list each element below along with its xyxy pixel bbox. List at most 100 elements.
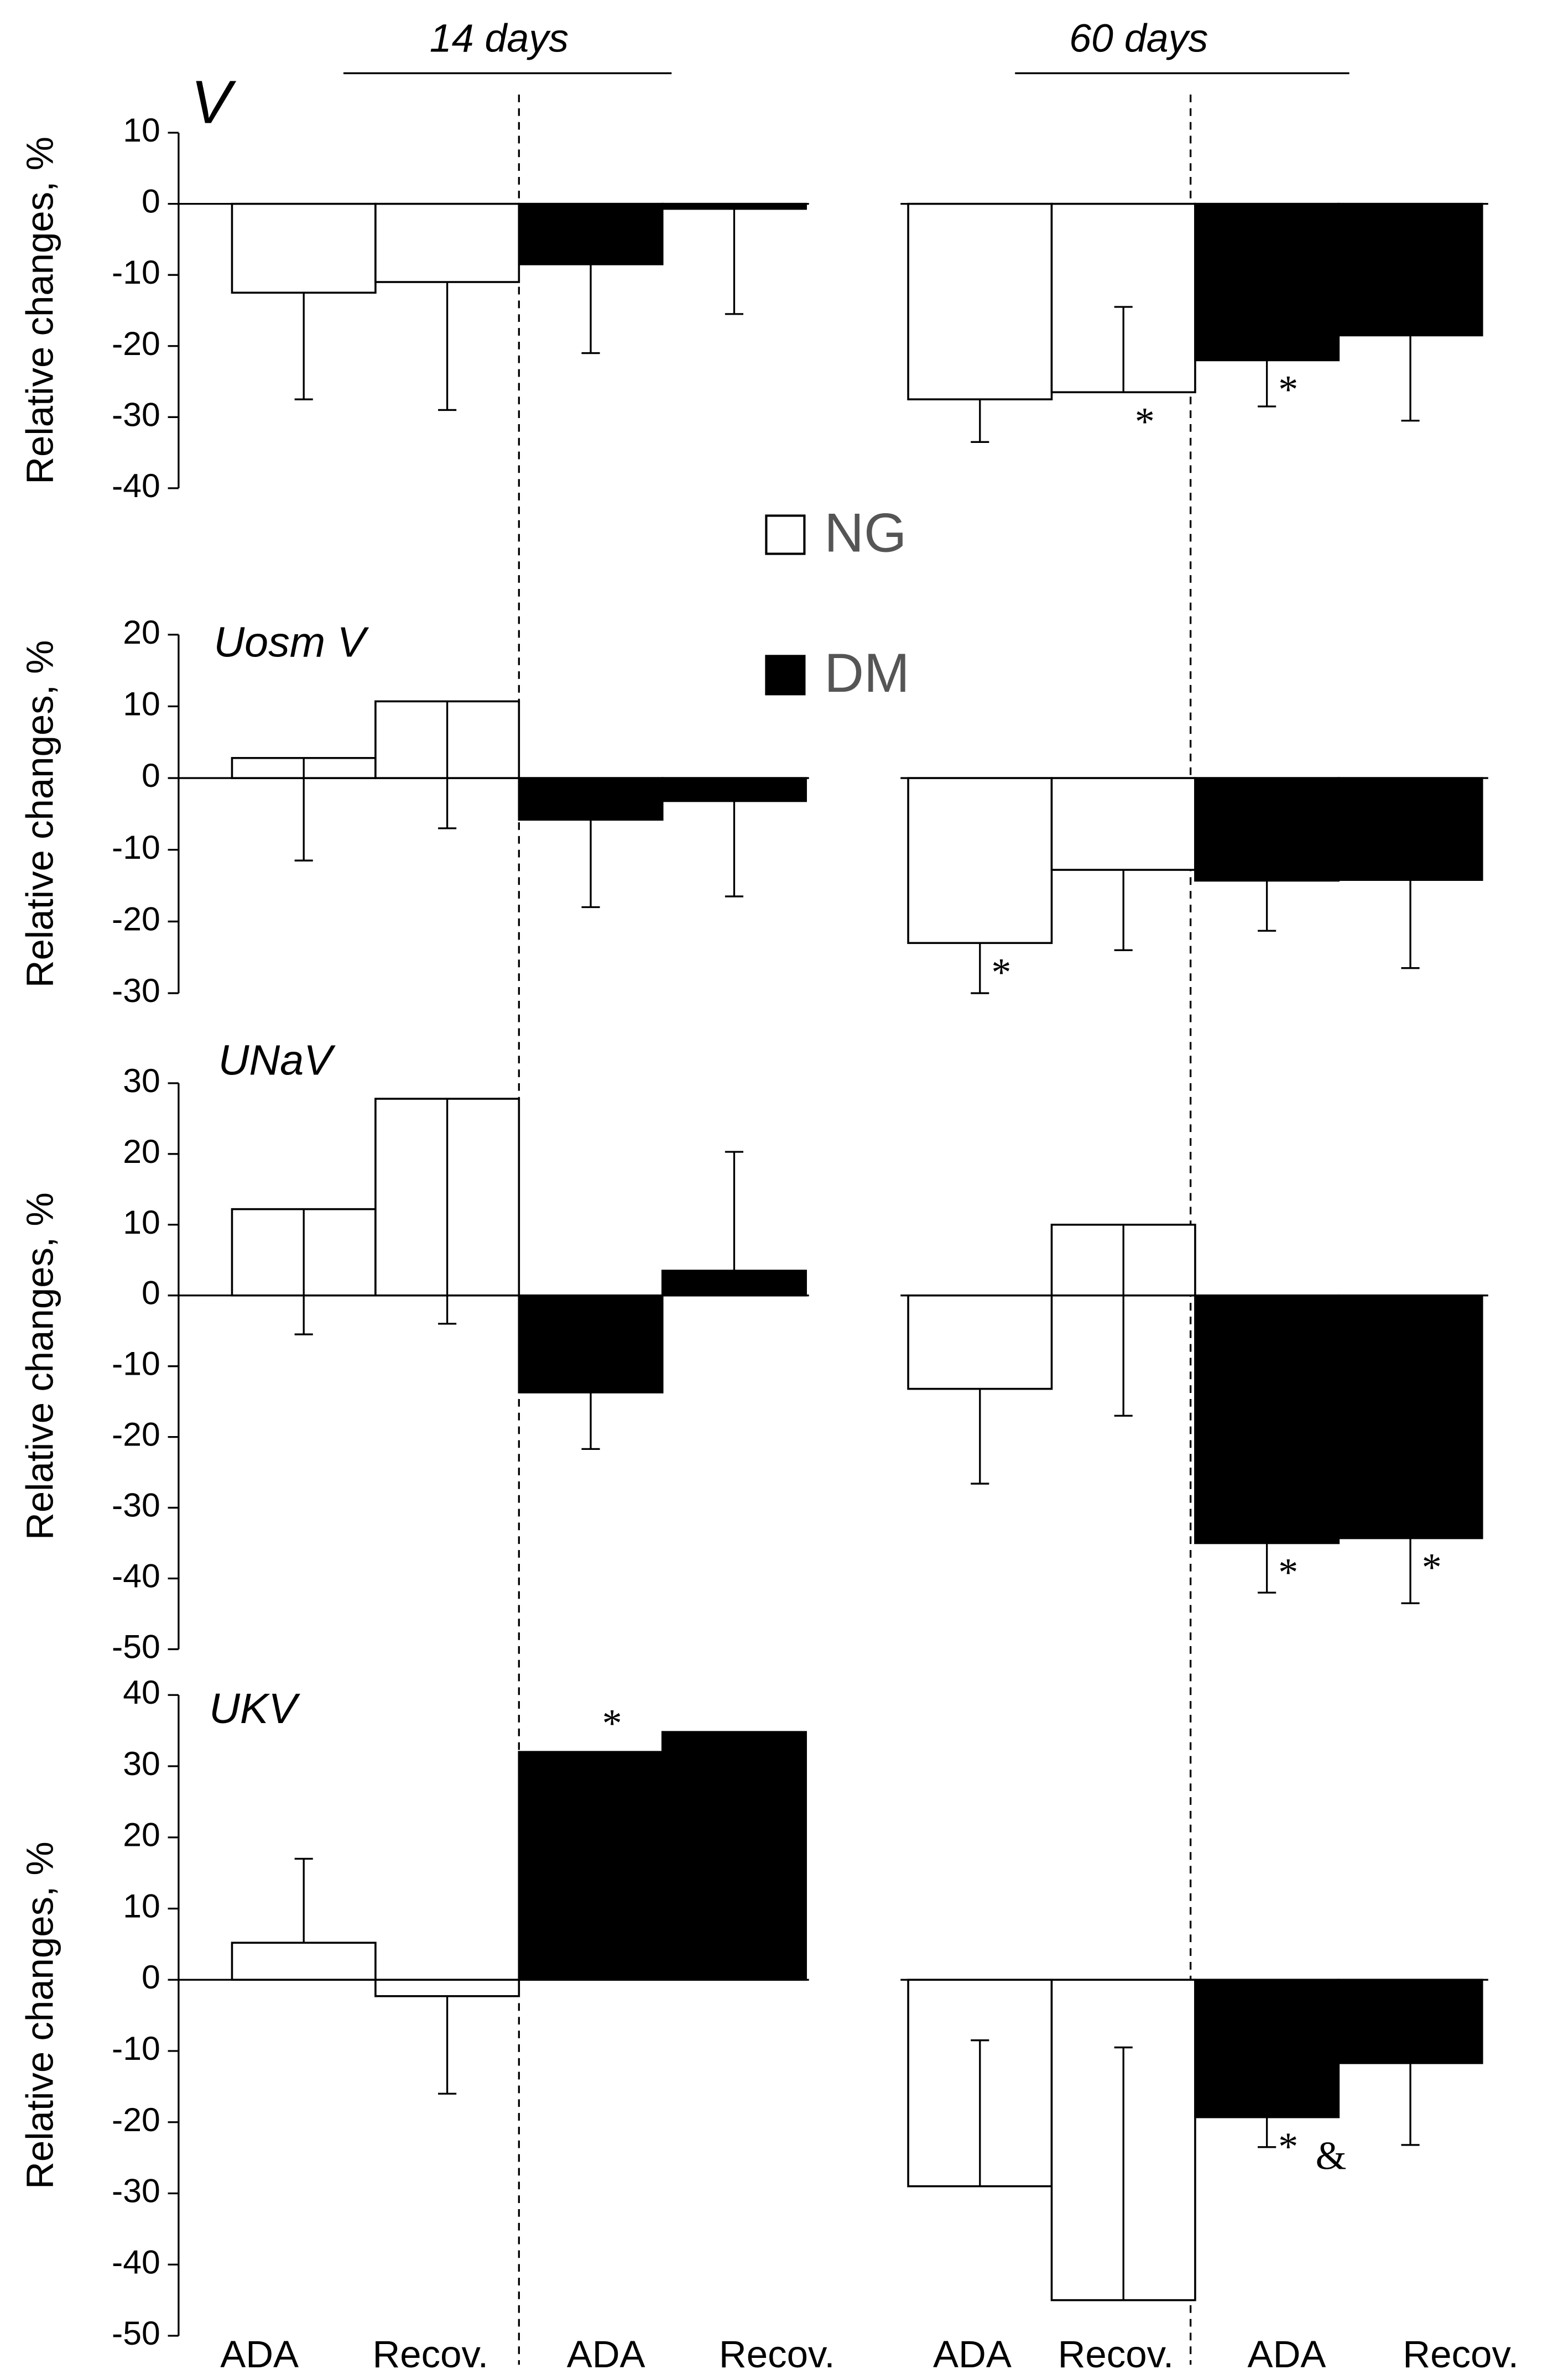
x-tick-label: Recov. [1058,2333,1174,2376]
annotation: * [1278,2125,1298,2169]
panel-title: UNaV [218,1036,336,1084]
error-bar [971,2039,989,2186]
panel-title: Uosm V [213,618,369,666]
annotation: * [1135,399,1155,443]
error-bar [971,1389,989,1485]
x-tick-label: Recov. [1403,2333,1519,2376]
error-bar [294,758,313,862]
y-tick-label: -50 [112,2314,160,2352]
annotation: * [602,1702,622,1746]
annotation: * [991,950,1011,994]
y-tick-label: -50 [112,1627,160,1665]
y-tick-label: -40 [112,1557,160,1595]
bar [661,202,807,210]
x-tick-label: Recov. [372,2333,488,2376]
panel-title: V [191,68,237,136]
error-bar [725,1732,744,1960]
y-tick-label: -30 [112,1486,160,1524]
error-bar [725,1151,744,1271]
bar [1194,1294,1340,1544]
error-bar [1401,1538,1420,1604]
y-axis-label: Relative changes, % [18,640,61,988]
bar [518,1294,664,1393]
y-tick-label: 10 [123,1887,160,1925]
y-tick-label: 0 [142,1958,160,1996]
y-tick-label: 30 [123,1062,160,1099]
error-bar [971,399,989,443]
error-bar [294,1209,313,1335]
legend-swatch [765,655,806,696]
y-axis-label: Relative changes, % [18,1192,61,1540]
error-bar [1114,870,1133,951]
error-bar [438,701,457,829]
error-bar [294,293,313,400]
y-tick-label: 20 [123,613,160,651]
error-bar [1114,306,1133,393]
y-tick-label: -30 [112,972,160,1009]
bar [518,202,664,265]
error-bar [1258,880,1277,932]
error-bar [1401,880,1420,969]
error-bar [1401,335,1420,422]
bar [231,202,377,294]
x-tick-label: ADA [220,2333,299,2376]
annotation: * [1278,1551,1298,1595]
bar [231,1941,377,1981]
y-tick-label: 0 [142,182,160,220]
group-label: 60 days [1069,16,1208,60]
bar [661,777,807,802]
error-bar [1401,2063,1420,2146]
y-tick-label: -10 [112,253,160,291]
y-tick-label: -20 [112,900,160,937]
bar [907,1294,1053,1390]
y-tick-label: 20 [123,1132,160,1170]
y-tick-label: 10 [123,1203,160,1241]
error-bar [581,820,600,909]
error-bar [438,1099,457,1325]
error-bar [1258,2117,1277,2148]
legend-label: NG [824,502,906,563]
bar [1337,1294,1483,1539]
y-tick-label: -10 [112,828,160,866]
y-tick-label: 10 [123,685,160,722]
bar [1194,202,1340,362]
x-tick-label: Recov. [719,2333,835,2376]
bar [1337,777,1483,881]
group-label: 14 days [430,16,569,60]
error-bar [581,1752,600,1874]
y-tick-label: 20 [123,1816,160,1854]
y-axis-label: Relative changes, % [18,1841,61,2189]
error-bar [971,943,989,994]
error-bar [725,208,744,315]
error-bar [1114,2046,1133,2300]
y-tick-label: 40 [123,1673,160,1711]
error-bar [581,264,600,354]
y-tick-label: -10 [112,2029,160,2067]
y-tick-label: -10 [112,1345,160,1382]
x-tick-label: ADA [567,2333,645,2376]
error-bar [1114,1224,1133,1417]
x-tick-label: ADA [1248,2333,1326,2376]
bar [518,777,664,821]
bar [1337,1979,1483,2064]
y-tick-label: -20 [112,2101,160,2138]
error-bar [294,1857,313,1943]
bar [661,1270,807,1297]
bar [374,202,520,283]
y-axis-label: Relative changes, % [18,137,61,484]
error-bar [1258,1543,1277,1594]
y-tick-label: -30 [112,395,160,433]
error-bar [581,1392,600,1450]
annotation: & [1316,2133,1347,2178]
error-bar [438,1996,457,2095]
bar [1050,777,1196,871]
error-bar [1258,360,1277,408]
bar [907,202,1053,400]
legend-swatch [765,514,806,555]
annotation: * [1422,1546,1442,1590]
bar [1194,1979,1340,2118]
x-tick-label: ADA [933,2333,1012,2376]
bar [1337,202,1483,337]
annotation: * [1278,368,1298,412]
